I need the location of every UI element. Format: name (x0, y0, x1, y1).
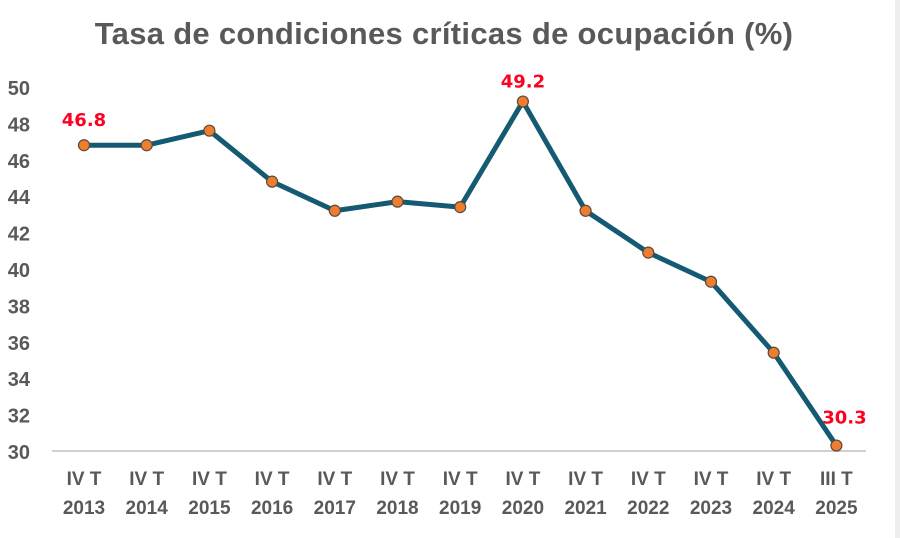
series-line (84, 99, 839, 447)
data-point (579, 204, 592, 217)
data-point (830, 439, 843, 452)
x-tick-label-quarter: IV T (129, 469, 164, 490)
x-tick-label-quarter: IV T (317, 469, 352, 490)
data-point (266, 175, 279, 188)
x-tick-label-quarter: IV T (505, 469, 540, 490)
x-tick-label-quarter: IV T (255, 469, 290, 490)
x-tick-label-year: 2022 (627, 498, 669, 519)
data-label: 30.3 (822, 408, 866, 429)
data-point (140, 139, 153, 152)
x-tick-label-year: 2025 (815, 498, 858, 519)
data-point (391, 195, 404, 208)
x-tick-label-quarter: IV T (67, 469, 102, 490)
x-tick-label-year: 2018 (376, 498, 418, 519)
data-point (77, 139, 91, 152)
x-tick-label-quarter: IV T (568, 469, 603, 490)
y-tick-label: 34 (8, 369, 31, 391)
x-tick-label-quarter: IV T (631, 469, 666, 490)
y-tick-label: 42 (8, 224, 30, 246)
x-tick-label-year: 2023 (690, 498, 732, 519)
x-tick-label-quarter: III T (820, 469, 853, 490)
x-tick-label-year: 2013 (63, 498, 105, 519)
y-tick-label: 30 (8, 442, 30, 464)
y-tick-label: 44 (8, 187, 31, 209)
x-tick-label-year: 2015 (188, 498, 231, 519)
x-tick-label-quarter: IV T (694, 469, 729, 490)
x-tick-label-year: 2016 (251, 498, 293, 519)
x-tick-label-quarter: IV T (443, 469, 478, 490)
data-point (328, 204, 341, 217)
data-label: 46.8 (62, 110, 106, 131)
data-point (767, 346, 780, 359)
data-label: 49.2 (501, 72, 545, 93)
chart-title: Tasa de condiciones críticas de ocupació… (94, 16, 794, 51)
x-tick-label-year: 2019 (439, 498, 481, 519)
y-tick-label: 38 (8, 296, 30, 318)
data-point (516, 95, 530, 108)
data-point (642, 246, 655, 259)
x-tick-label-quarter: IV T (192, 469, 227, 490)
x-tick-label-year: 2024 (753, 498, 796, 519)
x-tick-label-year: 2017 (314, 498, 356, 519)
y-tick-label: 50 (8, 78, 30, 100)
y-tick-label: 48 (8, 114, 30, 136)
scrollbar-edge (895, 0, 900, 538)
data-point (704, 275, 718, 288)
x-tick-label-quarter: IV T (380, 469, 415, 490)
x-tick-label-year: 2021 (564, 498, 607, 519)
x-tick-label-year: 2014 (126, 498, 169, 519)
y-tick-label: 36 (8, 333, 30, 355)
y-tick-label: 46 (8, 151, 30, 173)
x-tick-label-year: 2020 (502, 498, 544, 519)
y-tick-label: 40 (8, 260, 30, 282)
x-tick-label-quarter: IV T (756, 469, 791, 490)
data-point (203, 124, 216, 137)
y-tick-label: 32 (8, 406, 30, 428)
data-point (454, 201, 467, 214)
